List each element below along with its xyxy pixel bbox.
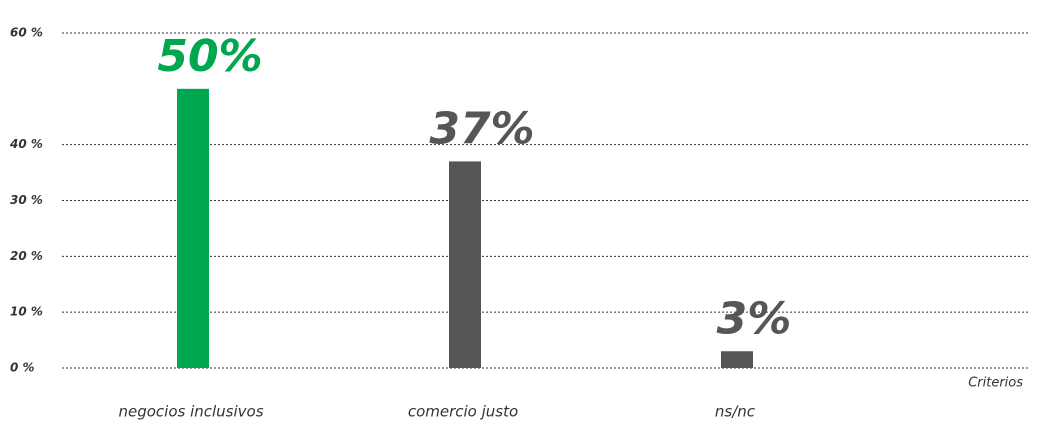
x-tick-label: ns/nc: [715, 403, 756, 421]
y-tick-label: 20 %: [10, 249, 43, 263]
y-tick-label: 40 %: [9, 137, 43, 151]
value-label: 37%: [429, 103, 534, 154]
x-tick-label: comercio justo: [408, 403, 518, 421]
y-tick-label: 60 %: [10, 26, 43, 40]
y-tick-label: 30 %: [10, 193, 43, 207]
x-axis-label: Criterios: [968, 376, 1023, 391]
value-label: 3%: [717, 293, 792, 344]
y-tick-label: 10 %: [10, 305, 43, 319]
value-label: 50%: [157, 31, 262, 82]
bar: [721, 351, 753, 368]
bar: [177, 88, 209, 368]
y-tick-label: 0 %: [10, 361, 35, 375]
bar: [449, 161, 481, 368]
x-tick-label: negocios inclusivos: [118, 403, 263, 421]
